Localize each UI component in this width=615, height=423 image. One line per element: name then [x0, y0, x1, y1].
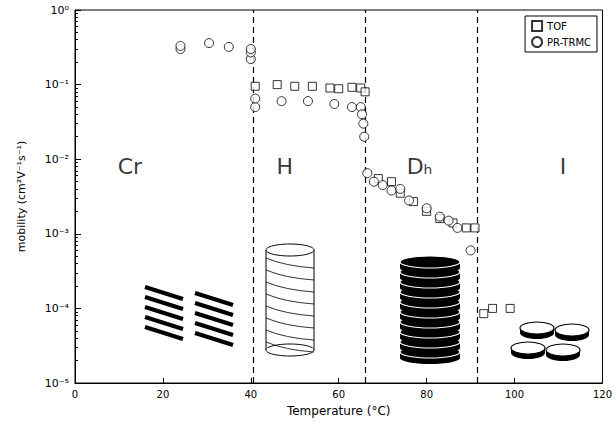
svg-text:10⁻⁴: 10⁻⁴	[45, 302, 70, 315]
svg-text:10⁻²: 10⁻²	[45, 153, 69, 166]
svg-text:10⁻⁵: 10⁻⁵	[45, 377, 69, 390]
svg-text:PR-TRMC: PR-TRMC	[547, 37, 591, 48]
svg-text:I: I	[560, 154, 567, 179]
svg-text:10⁰: 10⁰	[51, 4, 70, 17]
svg-text:20: 20	[157, 389, 170, 400]
svg-text:60: 60	[332, 389, 345, 400]
svg-text:Dₕ: Dₕ	[407, 154, 433, 179]
svg-text:0: 0	[72, 389, 78, 400]
svg-text:120: 120	[593, 389, 612, 400]
svg-text:10⁻³: 10⁻³	[45, 227, 69, 240]
svg-text:100: 100	[505, 389, 524, 400]
svg-text:Cr: Cr	[118, 154, 143, 179]
svg-text:40: 40	[244, 389, 257, 400]
svg-text:TOF: TOF	[546, 21, 567, 32]
svg-text:mobility (cm²V⁻¹s⁻¹): mobility (cm²V⁻¹s⁻¹)	[15, 141, 28, 252]
svg-text:Temperature (°C): Temperature (°C)	[286, 404, 391, 418]
svg-text:10⁻¹: 10⁻¹	[45, 78, 69, 91]
svg-text:80: 80	[420, 389, 433, 400]
svg-text:H: H	[276, 154, 293, 179]
